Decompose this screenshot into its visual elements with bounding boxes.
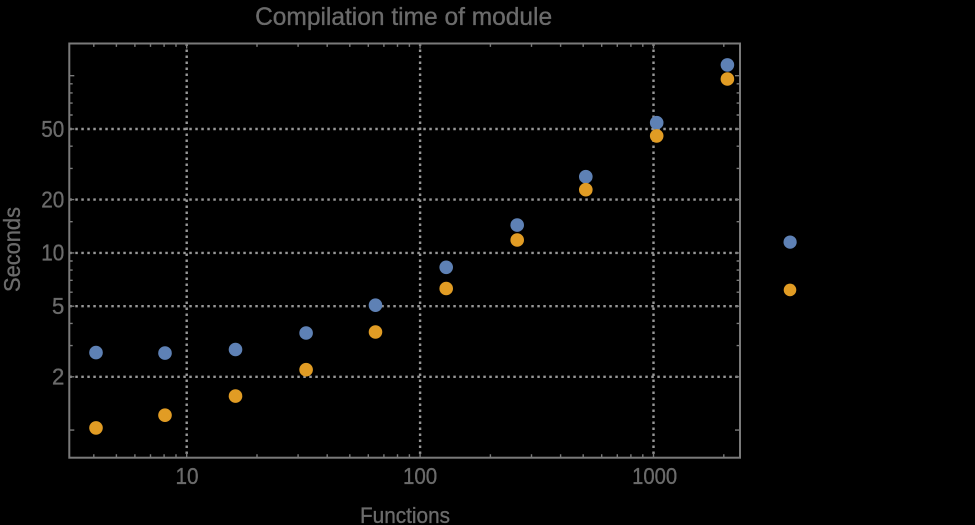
svg-text:10: 10 <box>41 240 64 266</box>
svg-text:100: 100 <box>403 463 437 489</box>
svg-text:2: 2 <box>52 364 64 390</box>
svg-text:10: 10 <box>176 463 199 489</box>
svg-text:1000: 1000 <box>632 463 677 489</box>
svg-text:5: 5 <box>52 293 64 319</box>
svg-text:50: 50 <box>41 116 64 142</box>
svg-text:20: 20 <box>41 186 64 212</box>
svg-text:Functions: Functions <box>360 503 450 525</box>
svg-text:Seconds: Seconds <box>0 207 25 292</box>
svg-text:Compilation time of module: Compilation time of module <box>255 3 552 31</box>
